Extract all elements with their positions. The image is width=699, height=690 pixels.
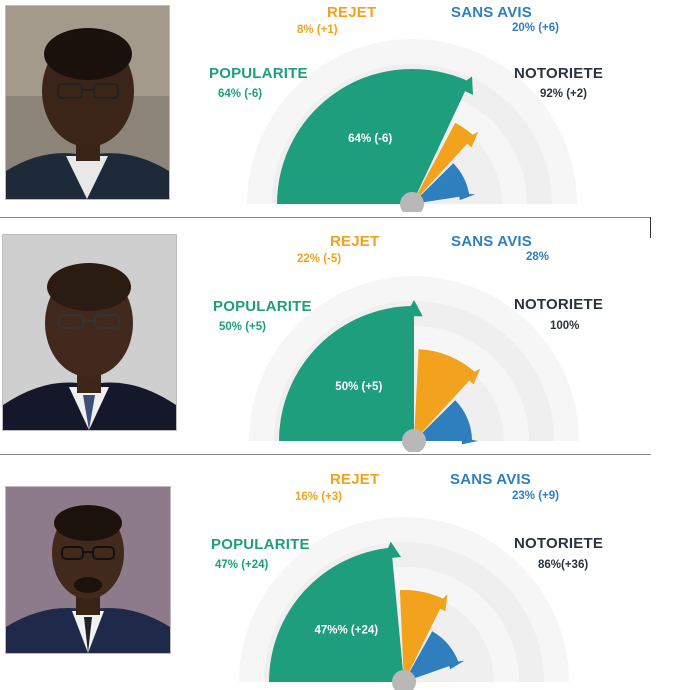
popularite-value-2: 50% (+5) xyxy=(219,321,266,333)
popularite-bar xyxy=(279,306,414,441)
popularite-value-3: 47% (+24) xyxy=(215,559,269,571)
sans-avis-value-2: 28% xyxy=(526,251,550,263)
popularite-heading-3: POPULARITE xyxy=(211,536,310,553)
sans-avis-bar xyxy=(404,631,459,682)
sans-avis-arrow-icon xyxy=(448,660,465,670)
notoriete-heading-2: NOTORIETE xyxy=(514,296,604,313)
popularite-arrow-icon xyxy=(457,76,473,95)
separator-tick xyxy=(650,217,651,238)
portrait-photo-2 xyxy=(2,234,177,431)
sans-avis-heading-1: SANS AVIS xyxy=(451,4,532,21)
radial-gauge-3: 47%% (+24) xyxy=(239,517,569,690)
radial-gauge-1: 64% (-6) xyxy=(247,39,577,212)
popularite-heading-1: POPULARITE xyxy=(209,65,308,82)
separator-line-1 xyxy=(0,217,651,218)
notoriete-heading-1: NOTORIETE xyxy=(514,65,604,82)
sans-avis-bar xyxy=(414,400,472,441)
popularite-inner-label: 47%% (+24) xyxy=(314,625,378,637)
rejet-bar xyxy=(399,590,445,682)
rejet-heading-2: REJET xyxy=(330,233,380,250)
rejet-value-2: 22% (-5) xyxy=(297,253,342,265)
popularite-bar xyxy=(269,547,404,682)
rejet-heading-3: REJET xyxy=(330,471,380,488)
notoriete-heading-3: NOTORIETE xyxy=(514,535,604,552)
rejet-bar xyxy=(414,349,477,441)
notoriete-value-2: 100% xyxy=(550,320,580,332)
politician-panel-2: 50% (+5) REJET 22% (-5) SANS AVIS 28% PO… xyxy=(0,228,699,452)
separator-line-2 xyxy=(0,454,651,455)
sans-avis-value-3: 23% (+9) xyxy=(512,490,559,502)
sans-avis-heading-3: SANS AVIS xyxy=(450,471,531,488)
gauge-hub xyxy=(402,429,426,452)
sans-avis-value-1: 20% (+6) xyxy=(512,22,559,34)
sans-avis-bar xyxy=(412,163,470,204)
sans-avis-arrow-icon xyxy=(458,193,476,201)
rejet-arrow-icon xyxy=(435,594,448,612)
sans-avis-heading-2: SANS AVIS xyxy=(451,233,532,250)
popularite-arrow-icon xyxy=(405,300,423,317)
popularite-arrow-icon xyxy=(383,541,401,559)
rejet-value-3: 16% (+3) xyxy=(295,491,342,503)
portrait-photo-1 xyxy=(5,5,170,200)
rejet-heading-1: REJET xyxy=(327,4,377,21)
popularite-heading-2: POPULARITE xyxy=(213,298,312,315)
popularite-bar xyxy=(277,68,470,204)
politician-panel-1: 64% (-6) REJET 8% (+1) SANS AVIS 20% (+6… xyxy=(0,0,699,212)
radial-gauge-2: 50% (+5) xyxy=(249,276,579,452)
portrait-photo-3 xyxy=(5,486,171,654)
notoriete-value-3: 86%(+36) xyxy=(538,559,589,571)
gauge-hub xyxy=(392,670,416,690)
gauge-hub xyxy=(400,192,424,212)
politician-panel-3: 47%% (+24) REJET 16% (+3) SANS AVIS 23% … xyxy=(0,466,699,690)
rejet-bar xyxy=(412,122,475,204)
popularite-inner-label: 50% (+5) xyxy=(335,381,382,393)
popularite-value-1: 64% (-6) xyxy=(218,88,263,100)
rejet-arrow-icon xyxy=(463,131,479,148)
rejet-arrow-icon xyxy=(465,368,481,385)
popularite-inner-label: 64% (-6) xyxy=(348,133,392,145)
notoriete-value-1: 92% (+2) xyxy=(540,88,587,100)
sans-avis-arrow-icon xyxy=(461,437,478,445)
rejet-value-1: 8% (+1) xyxy=(297,24,338,36)
